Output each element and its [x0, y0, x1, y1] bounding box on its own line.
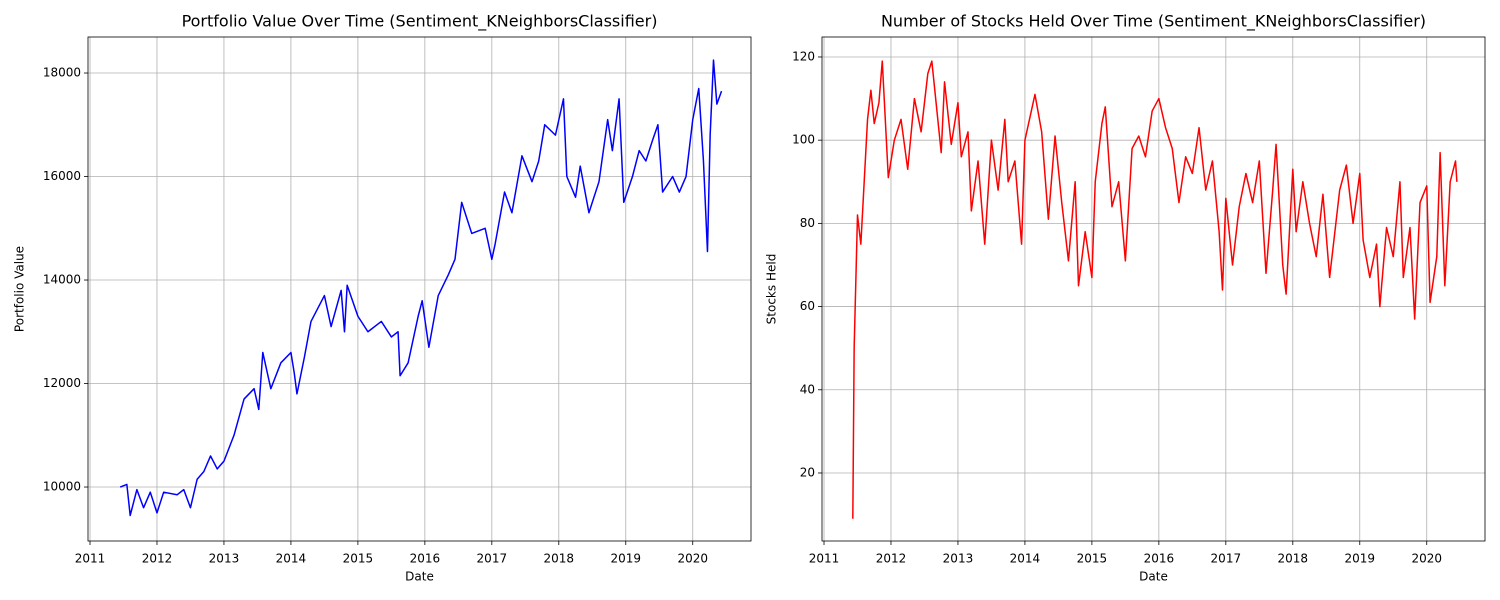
x-tick-label: 2016: [1144, 552, 1175, 566]
data-line: [119, 59, 723, 517]
chart-title: Number of Stocks Held Over Time (Sentime…: [881, 12, 1426, 32]
plot-frame: [821, 36, 1486, 542]
y-tick-label: 16000: [43, 169, 81, 183]
x-tick-label: 2011: [809, 552, 840, 566]
x-tick-label: 2013: [209, 552, 240, 566]
x-tick-label: 2016: [410, 552, 441, 566]
x-axis-label: Date: [405, 570, 434, 584]
x-tick-label: 2018: [1278, 552, 1309, 566]
x-tick-label: 2015: [343, 552, 374, 566]
plot-frame: [87, 36, 752, 542]
y-tick-label: 120: [792, 49, 815, 63]
y-tick-label: 14000: [43, 273, 81, 287]
x-tick-label: 2014: [1010, 552, 1041, 566]
x-tick-label: 2020: [677, 552, 708, 566]
x-tick-label: 2012: [142, 552, 173, 566]
y-tick-label: 20: [800, 465, 815, 479]
y-tick-label: 10000: [43, 480, 81, 494]
x-axis-label: Date: [1139, 570, 1168, 584]
data-line: [852, 60, 1458, 519]
y-axis-label: Stocks Held: [765, 254, 779, 325]
y-tick-label: 60: [800, 299, 815, 313]
x-tick-label: 2012: [876, 552, 907, 566]
x-tick-label: 2019: [610, 552, 641, 566]
chart-title: Portfolio Value Over Time (Sentiment_KNe…: [182, 12, 658, 32]
y-tick-label: 12000: [43, 376, 81, 390]
y-axis-label: Portfolio Value: [13, 246, 27, 332]
y-tick-label: 40: [800, 382, 815, 396]
x-tick-label: 2018: [544, 552, 575, 566]
x-tick-label: 2020: [1411, 552, 1442, 566]
x-tick-label: 2011: [75, 552, 106, 566]
x-tick-label: 2014: [276, 552, 307, 566]
y-tick-label: 80: [800, 216, 815, 230]
x-tick-label: 2019: [1344, 552, 1375, 566]
x-tick-label: 2017: [1211, 552, 1242, 566]
x-tick-label: 2015: [1077, 552, 1108, 566]
y-tick-label: 100: [792, 133, 815, 147]
x-tick-label: 2017: [477, 552, 508, 566]
y-tick-label: 18000: [43, 66, 81, 80]
x-tick-label: 2013: [943, 552, 974, 566]
